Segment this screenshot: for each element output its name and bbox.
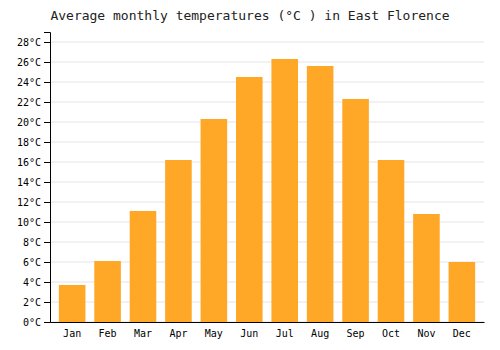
marks [59, 59, 475, 322]
y-tick: 2°C [23, 297, 50, 308]
y-tick-mark [44, 242, 50, 243]
y-tick-mark [44, 262, 50, 263]
bar [165, 160, 192, 322]
y-tick-label: 4°C [23, 277, 41, 288]
x-tick-label: May [205, 328, 223, 339]
grid-line [50, 122, 484, 123]
x-tick: Nov [417, 328, 435, 339]
y-tick-mark [44, 202, 50, 203]
x-tick: Apr [169, 328, 187, 339]
x-tick-label: Jul [276, 328, 294, 339]
x-tick: Dec [453, 328, 471, 339]
bar [449, 262, 476, 322]
y-tick-mark [44, 162, 50, 163]
y-tick: 26°C [17, 57, 50, 68]
y-tick-mark [44, 282, 50, 283]
x-tick-label: Jun [240, 328, 258, 339]
bar [59, 285, 86, 322]
y-tick-mark [44, 142, 50, 143]
grid-line [50, 62, 484, 63]
grid-line [50, 42, 484, 43]
y-tick: 28°C [17, 37, 50, 48]
x-tick: Sep [347, 328, 365, 339]
x-tick: Jul [276, 328, 294, 339]
y-tick-label: 12°C [17, 197, 41, 208]
y-tick-label: 22°C [17, 97, 41, 108]
x-tick-label: Nov [417, 328, 435, 339]
x-axis-line [51, 322, 485, 323]
y-tick-label: 18°C [17, 137, 41, 148]
y-tick-label: 2°C [23, 297, 41, 308]
y-tick-label: 20°C [17, 117, 41, 128]
bar [378, 160, 405, 322]
grid-line [50, 202, 484, 203]
y-tick: 8°C [23, 237, 50, 248]
bar [271, 59, 298, 322]
grid-line [50, 82, 484, 83]
y-tick-mark [44, 122, 50, 123]
bar [201, 119, 228, 322]
y-tick: 14°C [17, 177, 50, 188]
plot: 0°C 2°C 4°C 6°C 8°C 10°C 12°C 14°C 16°C 18°C 20°C 2… [17, 33, 485, 340]
bar [307, 66, 334, 322]
y-tick-label: 6°C [23, 257, 41, 268]
x-tick: May [205, 328, 223, 339]
x-tick-label: Dec [453, 328, 471, 339]
x-tick-label: Apr [169, 328, 187, 339]
y-tick: 0°C [23, 317, 50, 328]
bar [94, 261, 121, 322]
bar [342, 99, 369, 322]
bar [236, 77, 263, 322]
grid [50, 42, 484, 322]
chart: Average monthly temperatures (°C ) in Ea… [0, 0, 500, 350]
y-tick-label: 28°C [17, 37, 41, 48]
y-tick: 12°C [17, 197, 50, 208]
x-tick-label: Aug [311, 328, 329, 339]
y-tick-mark [44, 222, 50, 223]
y-tick: 6°C [23, 257, 50, 268]
y-tick-label: 24°C [17, 77, 41, 88]
grid-line [50, 102, 484, 103]
y-axis: 0°C 2°C 4°C 6°C 8°C 10°C 12°C 14°C 16°C 18°C 20°C 2… [17, 33, 51, 328]
y-tick-mark [44, 82, 50, 83]
y-tick: 20°C [17, 117, 50, 128]
x-tick: Jun [240, 328, 258, 339]
y-tick-label: 10°C [17, 217, 41, 228]
x-tick: Feb [99, 328, 117, 339]
y-tick-label: 26°C [17, 57, 41, 68]
grid-line [50, 182, 484, 183]
x-tick: Aug [311, 328, 329, 339]
y-tick-mark [44, 102, 50, 103]
bar [413, 214, 440, 322]
grid-line [50, 162, 484, 163]
y-tick-mark [44, 62, 50, 63]
title: Average monthly temperatures (°C ) in Ea… [50, 8, 449, 23]
bar [130, 211, 157, 322]
y-axis-line [44, 33, 51, 323]
x-tick: Oct [382, 328, 400, 339]
y-tick-label: 0°C [23, 317, 41, 328]
grid-line [50, 142, 484, 143]
y-tick: 16°C [17, 157, 50, 168]
y-tick-label: 16°C [17, 157, 41, 168]
y-tick: 4°C [23, 277, 50, 288]
y-tick-mark [44, 42, 50, 43]
y-tick: 22°C [17, 97, 50, 108]
x-axis: Jan Feb Mar Apr May Jun Jul Aug Sep Oct Nov Dec [51, 323, 485, 340]
x-tick-label: Mar [134, 328, 152, 339]
y-tick-mark [44, 182, 50, 183]
y-tick: 24°C [17, 77, 50, 88]
y-tick-label: 8°C [23, 237, 41, 248]
x-tick: Jan [63, 328, 81, 339]
y-tick: 10°C [17, 217, 50, 228]
y-tick: 18°C [17, 137, 50, 148]
x-tick-label: Oct [382, 328, 400, 339]
y-tick-label: 14°C [17, 177, 41, 188]
x-tick: Mar [134, 328, 152, 339]
y-tick-mark [44, 302, 50, 303]
x-tick-label: Sep [347, 328, 365, 339]
x-tick-label: Feb [99, 328, 117, 339]
y-tick-mark [44, 322, 50, 323]
x-tick-label: Jan [63, 328, 81, 339]
